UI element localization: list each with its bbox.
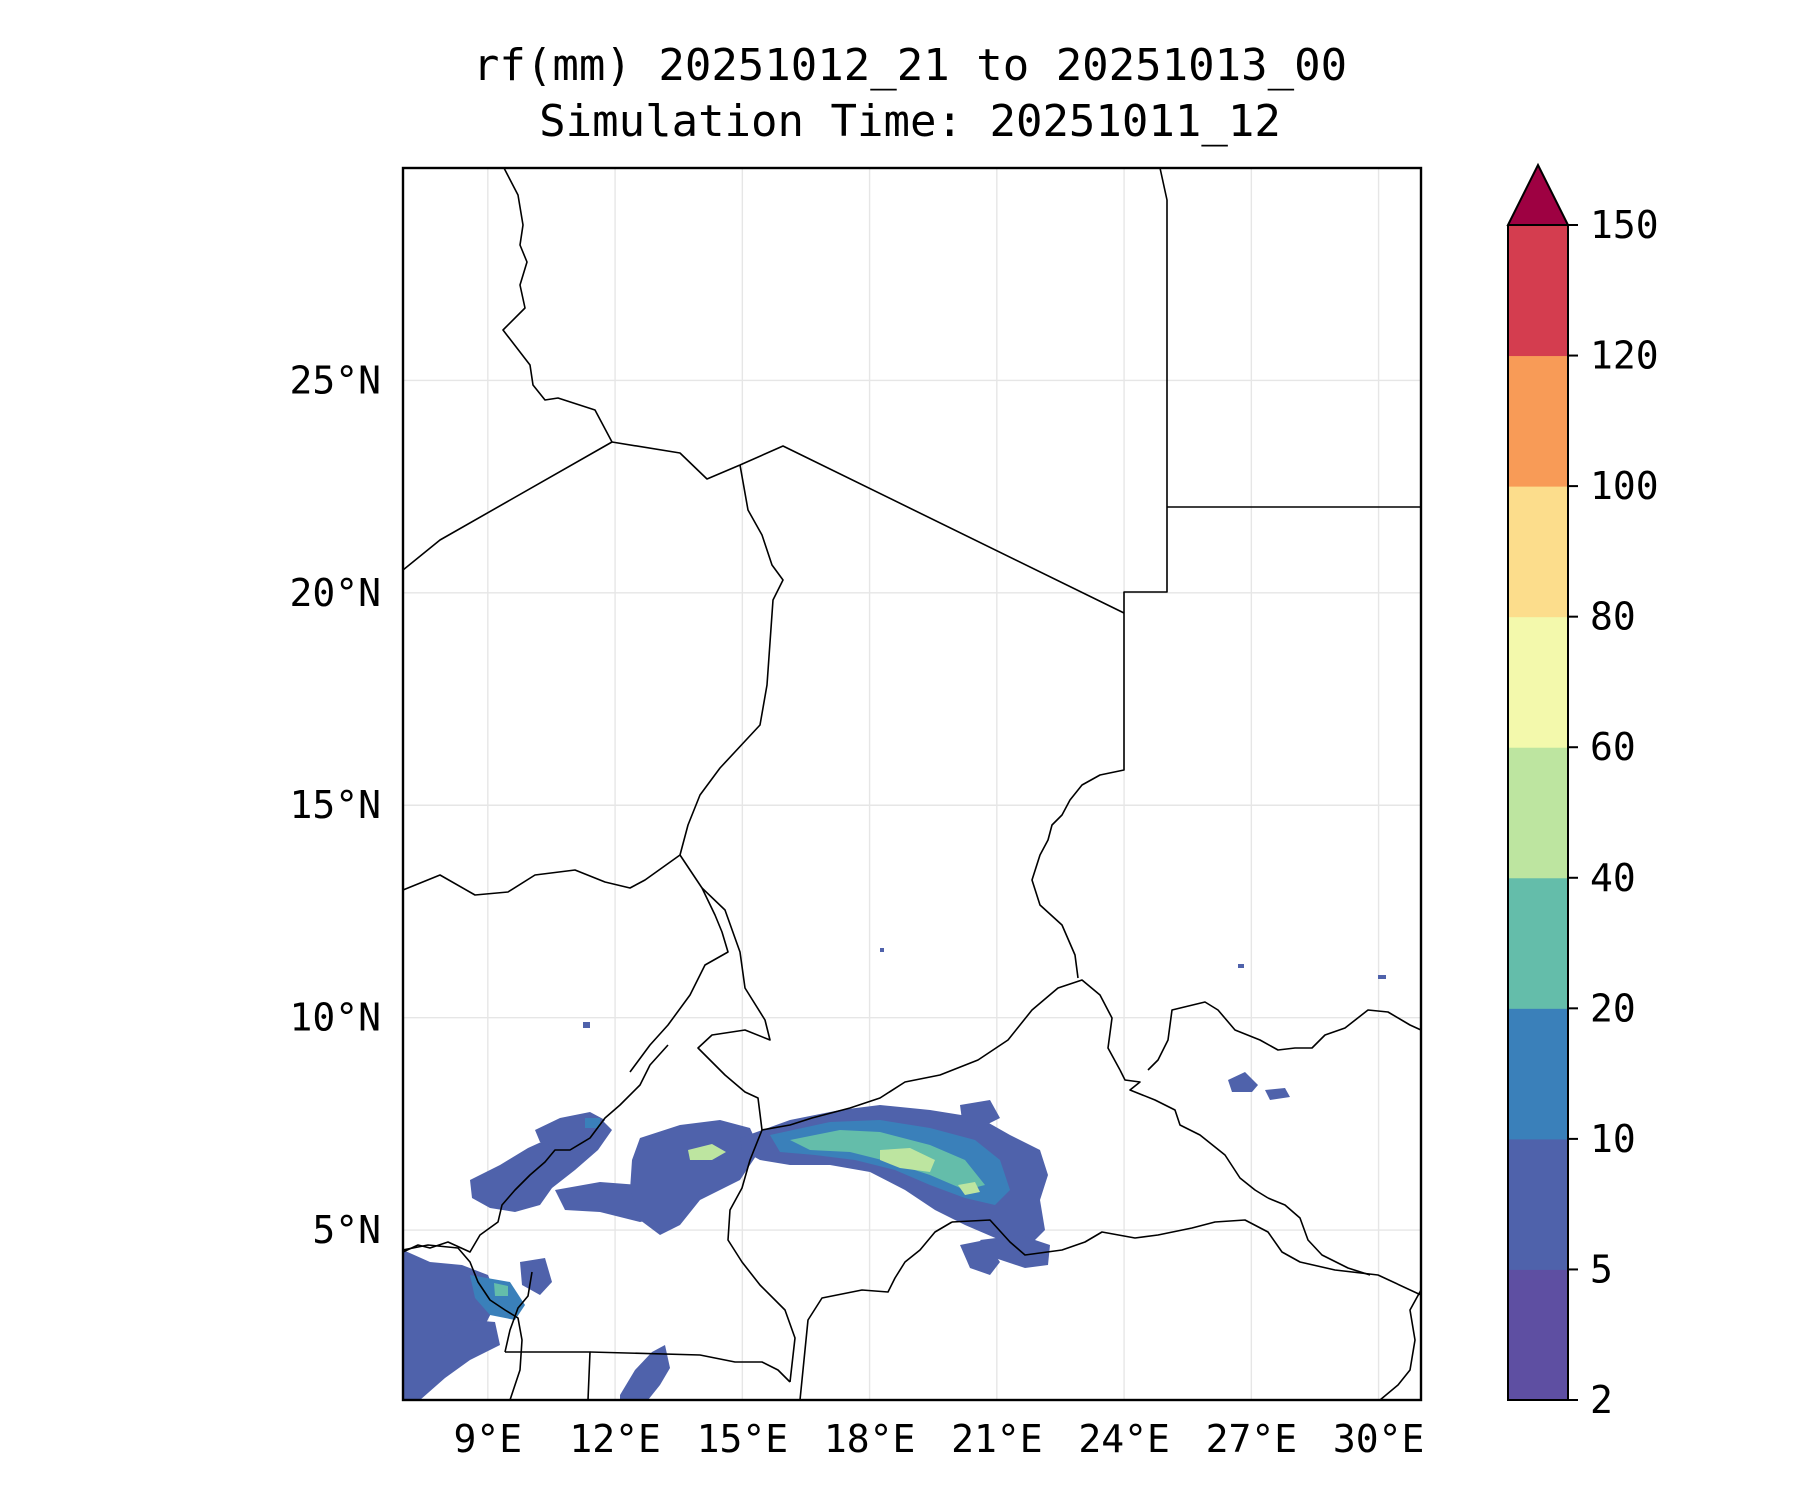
border-congo-drc — [799, 1221, 953, 1400]
colorbar-tick-label: 10 — [1590, 1117, 1636, 1161]
rain-blob-gulf-sw — [403, 1320, 500, 1400]
border-libya-chad — [739, 445, 1125, 614]
border-libya-egypt — [1123, 168, 1168, 613]
colorbar: 2 5 10 20 40 60 80 100 120 150 — [1506, 162, 1659, 1422]
colorbar-segment — [1508, 616, 1568, 748]
border-gabon-congo — [589, 1351, 791, 1383]
lat-tick-label: 5°N — [312, 1208, 381, 1252]
map-frame — [401, 166, 1423, 1402]
border-nigeria-chad — [629, 854, 729, 1073]
colorbar-tick-label: 80 — [1590, 595, 1636, 639]
colorbar-segment — [1508, 355, 1568, 487]
border-chad-sudan — [1031, 613, 1125, 979]
border-cameroon-chad — [697, 887, 771, 1131]
lat-tick-label: 25°N — [289, 358, 381, 402]
colorbar-tick-label: 2 — [1590, 1378, 1613, 1422]
chart-title: rf(mm) 20251012_21 to 20251013_00 Simula… — [400, 38, 1420, 150]
rain-blob-gulf-core — [494, 1283, 508, 1296]
rain-blob-car-peak — [880, 1148, 935, 1172]
border-drc-south-sudan — [1267, 1197, 1371, 1276]
title-line-2: Simulation Time: 20251011_12 — [539, 96, 1281, 147]
rain-blob-car-tail — [960, 1240, 1000, 1275]
colorbar-tick-label: 100 — [1590, 464, 1659, 508]
border-libya-algeria — [502, 168, 613, 443]
country-boundaries — [403, 168, 1421, 1400]
border-nigeria-cameroon — [403, 1044, 669, 1253]
lon-tick-label: 9°E — [454, 1417, 523, 1461]
colorbar-segment — [1508, 877, 1568, 1009]
border-algeria-niger — [403, 441, 613, 571]
rain-blob-cameroon-core — [585, 1118, 600, 1128]
rain-blob-south-sudan — [1228, 1072, 1258, 1092]
lat-tick-label: 10°N — [289, 996, 381, 1040]
rain-blob-gulf-se — [520, 1258, 552, 1295]
colorbar-segment — [1508, 1138, 1568, 1270]
colorbar-frame — [1507, 225, 1569, 1401]
map-background — [403, 168, 1421, 1400]
title-line-1: rf(mm) 20251012_21 to 20251013_00 — [472, 40, 1348, 91]
rain-speck-cameroon — [583, 1022, 590, 1028]
border-chad-car — [761, 979, 1121, 1131]
lon-tick-label: 15°E — [697, 1417, 789, 1461]
colorbar-segment — [1508, 225, 1568, 357]
rain-blob-south — [620, 1345, 670, 1400]
lon-tick-label: 30°E — [1333, 1417, 1425, 1461]
colorbar-segment — [1508, 486, 1568, 618]
rain-speck-darfur — [1378, 975, 1386, 979]
rain-blob-car-ne — [960, 1100, 1000, 1128]
colorbar-tick-label: 150 — [1590, 203, 1659, 247]
border-niger-nigeria — [403, 854, 681, 896]
colorbar-segment — [1508, 1269, 1568, 1401]
colorbar-tick-label: 120 — [1590, 334, 1659, 378]
colorbar-tick-label: 5 — [1590, 1247, 1613, 1291]
colorbar-segment — [1508, 747, 1568, 879]
border-niger-chad — [679, 464, 784, 856]
rain-blob-south-sudan-2 — [1265, 1088, 1290, 1100]
lon-tick-label: 21°E — [951, 1417, 1043, 1461]
rain-blob-cameroon-east — [630, 1120, 760, 1235]
coastline-gulf — [403, 1244, 523, 1400]
lon-tick-label: 24°E — [1078, 1417, 1170, 1461]
rain-blob-gulf-mid — [470, 1275, 525, 1320]
lon-tick-label: 12°E — [569, 1417, 661, 1461]
colorbar-tick-label: 40 — [1590, 856, 1636, 900]
colorbar-tick-label: 20 — [1590, 986, 1636, 1030]
border-car-congo — [727, 1129, 796, 1383]
border-south-sudan-north — [1147, 1001, 1421, 1071]
border-equatorial-guinea — [504, 1271, 533, 1353]
lon-tick-label: 27°E — [1206, 1417, 1298, 1461]
rain-blob-car-peak-2 — [688, 1144, 726, 1160]
colorbar-tick-label: 60 — [1590, 725, 1636, 769]
rainfall-field — [403, 948, 1386, 1400]
axis-tick-labels: 9°E 12°E 15°E 18°E 21°E 24°E 27°E 30°E 5°N 10°N 15… — [289, 358, 1424, 1461]
border-car-drc — [951, 1219, 1421, 1296]
colorbar-extend-arrow — [1506, 162, 1570, 226]
rain-speck-chad — [880, 948, 884, 952]
rain-blob-car-se — [980, 1235, 1050, 1268]
border-libya-niger — [611, 441, 741, 480]
rain-speck-sudan — [1238, 964, 1244, 968]
border-east-uganda — [1379, 1289, 1421, 1400]
rain-blob-car-peak-3 — [958, 1182, 980, 1195]
border-sudan-south-sudan — [1119, 1069, 1269, 1199]
lat-tick-label: 15°N — [289, 783, 381, 827]
lat-tick-label: 20°N — [289, 571, 381, 615]
lon-tick-label: 18°E — [824, 1417, 916, 1461]
colorbar-segment — [1508, 1008, 1568, 1140]
